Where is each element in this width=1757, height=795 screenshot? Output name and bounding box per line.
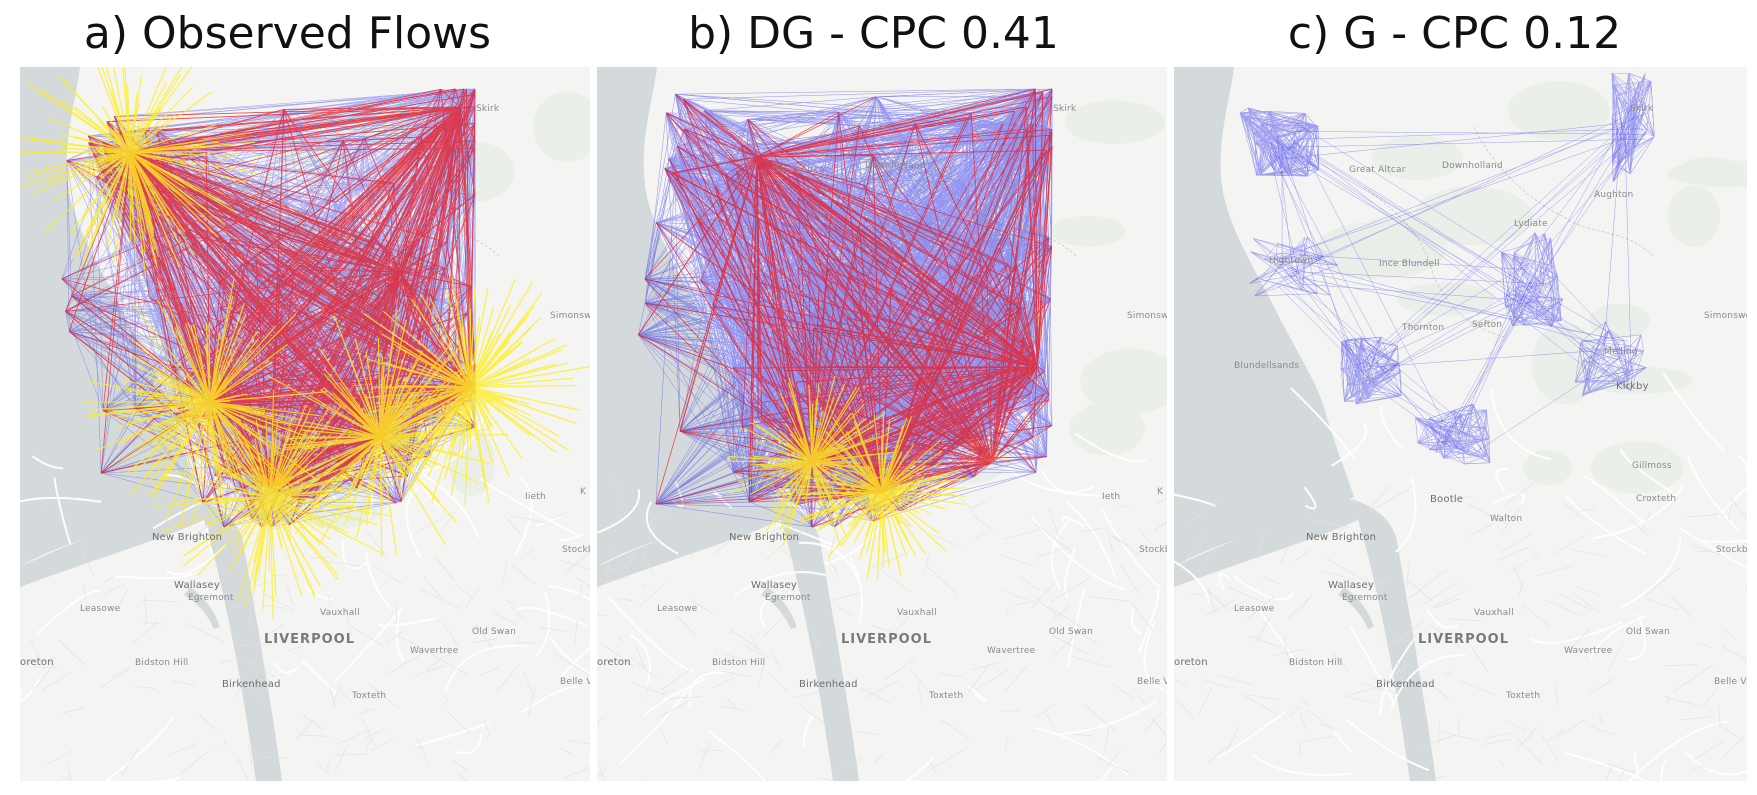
place-label: Birkenhead — [799, 679, 858, 690]
place-label: oreton — [597, 657, 631, 668]
place-label: Toxteth — [352, 691, 387, 701]
place-label: Stockbr Villag — [1716, 545, 1747, 555]
place-label: Egremont — [188, 593, 234, 603]
place-label: Birkenhead — [1376, 679, 1435, 690]
place-label: Simonswood — [1127, 311, 1167, 321]
place-label: Aughton — [1594, 190, 1634, 200]
place-label: Bidston Hill — [135, 658, 189, 668]
place-label: Toxteth — [1506, 691, 1541, 701]
place-label: Wavertree — [987, 646, 1036, 656]
place-label: Skirk — [1053, 104, 1077, 114]
place-label: Ieth — [1102, 492, 1121, 502]
map-canvas-a — [20, 67, 590, 781]
place-label: Belle Va — [1714, 677, 1747, 687]
place-label: Wavertree — [1564, 646, 1613, 656]
place-label: Simonswood — [1704, 311, 1747, 321]
place-label: Walton — [1490, 514, 1523, 524]
place-label: Gillmoss — [1632, 461, 1672, 471]
place-label: Great Altcar — [1349, 165, 1406, 175]
place-label: Hightown — [1269, 256, 1314, 266]
place-label: Birkenhead — [222, 679, 281, 690]
place-label: Iieth — [525, 492, 546, 502]
place-label: Leasowe — [80, 604, 121, 614]
place-label: LIVERPOOL — [841, 632, 932, 647]
place-label: Belle Va — [1137, 677, 1167, 687]
map-canvas-c — [1174, 67, 1747, 781]
place-label: Bootle — [1430, 494, 1464, 505]
map-panel-g: Skirk Great Altcar Downholland Aughton Lydia… — [1174, 67, 1747, 781]
place-label: Skirk — [476, 104, 500, 114]
place-label: Lydiate — [1514, 219, 1548, 229]
place-label: Wallasey — [174, 580, 220, 591]
place-label: Melling — [1604, 347, 1638, 357]
place-label: Simonswood — [550, 311, 590, 321]
place-label: K — [1157, 487, 1164, 497]
place-label: Wallasey — [751, 580, 797, 591]
panel-title-a: a) Observed Flows — [83, 8, 492, 59]
place-label: Vauxhall — [320, 608, 360, 618]
place-label: Kirkby — [1616, 381, 1649, 392]
place-label: Old Swan — [1626, 627, 1671, 637]
map-panel-dg: Skirk Great Altcar Downholland Simonswood Ie… — [597, 67, 1167, 781]
place-label: Croxteth — [1636, 494, 1677, 504]
place-label: LIVERPOOL — [1418, 632, 1509, 647]
place-label: Old Swan — [1049, 627, 1094, 637]
place-label: Sefton — [1472, 320, 1503, 330]
place-label: New Brighton — [1306, 532, 1377, 543]
place-label: Stockbr Villag — [1139, 545, 1167, 555]
place-label: Blundellsands — [1234, 361, 1300, 371]
place-label: Skirk — [1630, 104, 1654, 114]
place-label: Vauxhall — [1474, 608, 1514, 618]
place-label: oreton — [20, 657, 54, 668]
place-label: LIVERPOOL — [264, 632, 355, 647]
place-label: Egremont — [765, 593, 811, 603]
place-label: Egremont — [1342, 593, 1388, 603]
place-label: Old Swan — [472, 627, 517, 637]
place-label: Wavertree — [410, 646, 459, 656]
place-label: Downholland — [865, 161, 926, 171]
panel-title-b: b) DG - CPC 0.41 — [688, 8, 1059, 59]
place-label: Belle Va — [560, 677, 590, 687]
place-label: Leasowe — [1234, 604, 1275, 614]
place-label: Thornton — [1402, 323, 1445, 333]
place-label: Wallasey — [1328, 580, 1374, 591]
panel-title-c: c) G - CPC 0.12 — [1287, 8, 1622, 59]
place-label: Great Altcar — [772, 165, 829, 175]
place-label: New Brighton — [152, 532, 223, 543]
map-panel-observed-flows: Skirk Simonswood Iieth New Brighton Wallasey… — [20, 67, 590, 781]
map-canvas-b — [597, 67, 1167, 781]
place-label: Bidston Hill — [712, 658, 766, 668]
place-label: Leasowe — [657, 604, 698, 614]
place-label: Bidston Hill — [1289, 658, 1343, 668]
place-label: Vauxhall — [897, 608, 937, 618]
place-label: K — [580, 487, 587, 497]
place-label: oreton — [1174, 657, 1208, 668]
place-label: Stockbr Villag — [562, 545, 590, 555]
place-label: Ince Blundell — [1379, 259, 1440, 269]
place-label: New Brighton — [729, 532, 800, 543]
place-label: Toxteth — [929, 691, 964, 701]
place-label: Downholland — [1442, 161, 1503, 171]
